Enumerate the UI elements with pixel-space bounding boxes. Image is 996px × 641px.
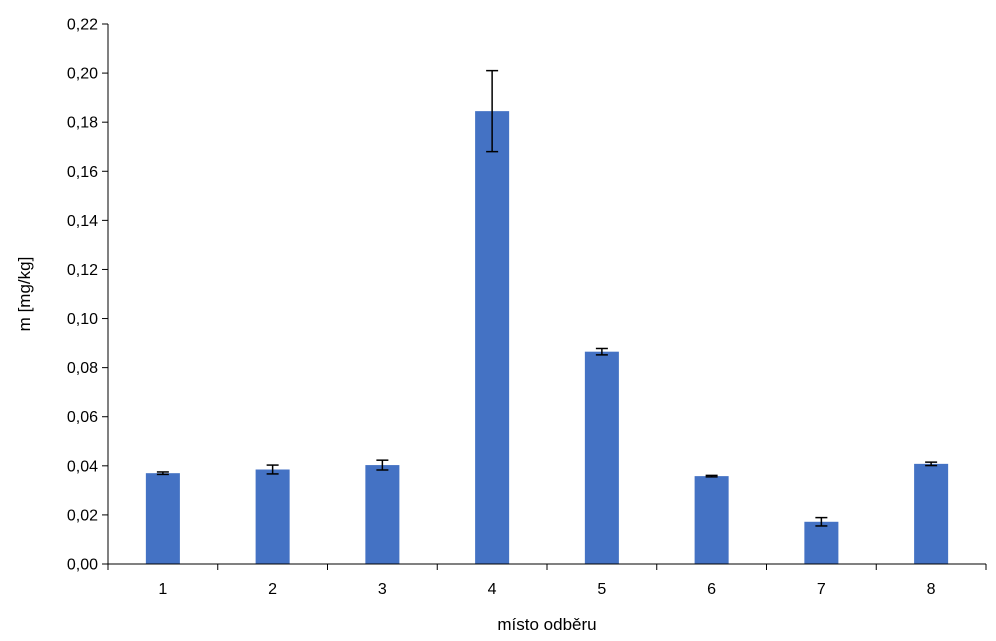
y-tick-label: 0,06	[67, 409, 98, 426]
y-tick-label: 0,22	[67, 17, 98, 34]
x-tick-label: 3	[378, 581, 387, 598]
y-tick-label: 0,12	[67, 262, 98, 279]
x-tick-label: 4	[488, 581, 497, 598]
y-tick-label: 0,16	[67, 164, 98, 181]
x-tick-label: 6	[707, 581, 716, 598]
x-tick-label: 8	[927, 581, 936, 598]
x-axis-ticks: 1 2 3 4 5 6 7 8	[107, 564, 987, 598]
bar	[475, 111, 510, 565]
y-tick-label: 0,04	[67, 458, 98, 475]
y-tick-label: 0,02	[67, 507, 98, 524]
y-tick-label: 0,10	[67, 311, 98, 328]
bar	[365, 465, 400, 564]
x-axis-title: místo odběru	[497, 615, 596, 634]
y-axis-title: m [mg/kg]	[15, 257, 34, 332]
bar	[584, 351, 619, 564]
bar	[255, 469, 290, 564]
y-tick-label: 0,14	[67, 213, 98, 230]
bar	[804, 521, 839, 564]
bar	[145, 473, 180, 564]
x-tick-label: 1	[158, 581, 167, 598]
y-tick-label: 0,00	[67, 557, 98, 574]
error-bars	[156, 69, 938, 527]
y-tick-label: 0,20	[67, 66, 98, 83]
y-tick-label: 0,18	[67, 115, 98, 132]
y-tick-label: 0,08	[67, 360, 98, 377]
x-tick-label: 5	[597, 581, 606, 598]
bar	[694, 476, 729, 564]
x-tick-label: 2	[268, 581, 277, 598]
bar	[914, 463, 949, 564]
y-axis-ticks: 0,00 0,02 0,04 0,06 0,08 0,10 0,12 0,14 0,16 0,18…	[67, 17, 108, 574]
x-tick-label: 7	[817, 581, 826, 598]
bars	[145, 111, 949, 565]
